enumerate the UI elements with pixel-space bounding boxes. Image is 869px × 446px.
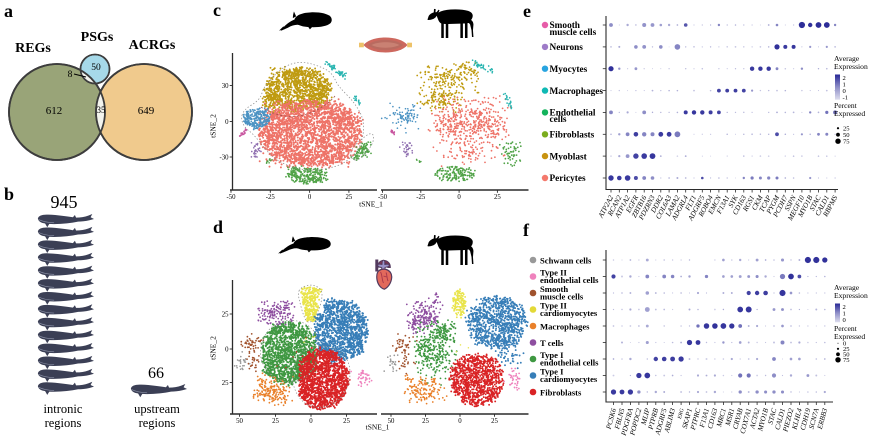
svg-text:75: 75 — [843, 357, 850, 364]
svg-text:Myocytes: Myocytes — [550, 65, 588, 75]
svg-text:-25: -25 — [416, 194, 426, 201]
svg-text:1: 1 — [843, 311, 846, 318]
svg-text:8: 8 — [68, 70, 73, 80]
svg-text:muscle cells: muscle cells — [550, 28, 597, 38]
svg-text:REGs: REGs — [15, 41, 51, 56]
svg-text:25: 25 — [491, 418, 498, 425]
svg-text:25: 25 — [422, 418, 429, 425]
svg-text:muscle cells: muscle cells — [540, 291, 584, 301]
svg-text:endothelial cells: endothelial cells — [540, 275, 599, 285]
svg-text:Neurons: Neurons — [550, 43, 584, 53]
svg-text:-30: -30 — [219, 154, 229, 161]
svg-text:Expression: Expression — [834, 62, 868, 71]
svg-text:Myoblast: Myoblast — [550, 152, 588, 162]
svg-text:tSNE_2: tSNE_2 — [209, 114, 218, 138]
svg-text:-1: -1 — [843, 94, 849, 101]
svg-text:Type II: Type II — [540, 301, 567, 311]
svg-text:612: 612 — [46, 105, 63, 117]
svg-text:Macrophages: Macrophages — [540, 321, 590, 331]
svg-text:0: 0 — [308, 194, 312, 201]
svg-text:Schwann cells: Schwann cells — [540, 255, 592, 265]
svg-text:Expressed: Expressed — [834, 109, 865, 118]
svg-text:-50: -50 — [226, 194, 236, 201]
svg-text:25: 25 — [843, 125, 850, 132]
svg-text:Type I: Type I — [540, 367, 564, 377]
svg-text:25: 25 — [222, 311, 229, 318]
svg-text:Percent: Percent — [834, 101, 858, 110]
svg-text:upstream: upstream — [134, 402, 180, 416]
svg-text:0: 0 — [843, 341, 847, 348]
svg-text:25: 25 — [222, 380, 229, 387]
svg-text:1: 1 — [843, 82, 846, 89]
svg-text:25: 25 — [272, 418, 279, 425]
svg-text:30: 30 — [222, 83, 229, 90]
svg-text:Fibroblasts: Fibroblasts — [540, 387, 582, 397]
svg-text:STAC: STAC — [766, 407, 778, 425]
svg-text:ERG: ERG — [677, 408, 686, 421]
svg-text:Average: Average — [834, 283, 860, 292]
svg-text:75: 75 — [843, 138, 850, 145]
svg-text:Type I: Type I — [540, 350, 564, 360]
svg-text:50: 50 — [843, 132, 850, 139]
svg-text:endothelial cells: endothelial cells — [540, 357, 599, 367]
svg-text:b: b — [4, 184, 14, 204]
svg-text:tSNE_1: tSNE_1 — [359, 200, 383, 209]
svg-text:945: 945 — [51, 192, 78, 212]
svg-text:regions: regions — [139, 416, 176, 430]
svg-text:c: c — [213, 0, 221, 20]
svg-text:cardiomyocytes: cardiomyocytes — [540, 308, 598, 318]
svg-text:Expressed: Expressed — [834, 332, 865, 341]
svg-text:Smooth: Smooth — [550, 21, 581, 31]
svg-text:e: e — [523, 1, 531, 21]
svg-text:25: 25 — [343, 418, 350, 425]
svg-text:50: 50 — [236, 418, 243, 425]
svg-text:Average: Average — [834, 54, 860, 63]
svg-text:50: 50 — [388, 418, 395, 425]
svg-text:T cells: T cells — [540, 338, 564, 348]
svg-text:-50: -50 — [378, 194, 388, 201]
svg-text:0: 0 — [225, 119, 229, 126]
svg-text:tSNE_1: tSNE_1 — [366, 423, 390, 432]
svg-text:Pericytes: Pericytes — [550, 174, 587, 184]
svg-text:25: 25 — [346, 194, 353, 201]
svg-text:0: 0 — [225, 346, 229, 353]
svg-text:0: 0 — [843, 88, 847, 95]
svg-text:649: 649 — [138, 105, 155, 117]
svg-text:2: 2 — [843, 75, 846, 82]
svg-text:tSNE_2: tSNE_2 — [209, 336, 218, 360]
svg-text:Endothelial: Endothelial — [550, 109, 596, 119]
svg-text:0: 0 — [458, 418, 462, 425]
svg-text:66: 66 — [148, 365, 164, 382]
svg-text:a: a — [4, 1, 13, 21]
svg-text:-25: -25 — [266, 194, 276, 201]
svg-text:50: 50 — [843, 352, 850, 359]
svg-text:0: 0 — [457, 194, 461, 201]
svg-text:25: 25 — [843, 346, 850, 353]
svg-text:ACRGs: ACRGs — [129, 38, 176, 53]
svg-text:Fibroblasts: Fibroblasts — [550, 131, 595, 141]
svg-text:cells: cells — [550, 115, 567, 125]
svg-text:cardiomyocytes: cardiomyocytes — [540, 374, 598, 384]
svg-text:35: 35 — [97, 105, 107, 115]
svg-text:50: 50 — [91, 63, 101, 73]
svg-text:Smooth: Smooth — [540, 284, 568, 294]
svg-text:f: f — [523, 220, 530, 240]
svg-text:regions: regions — [45, 416, 82, 430]
svg-text:Percent: Percent — [834, 324, 858, 333]
svg-text:PSGs: PSGs — [81, 30, 114, 45]
svg-text:Type II: Type II — [540, 268, 567, 278]
svg-text:0: 0 — [309, 418, 313, 425]
svg-text:2: 2 — [843, 304, 846, 311]
svg-text:Macrophages: Macrophages — [550, 87, 604, 97]
svg-text:Expression: Expression — [834, 291, 868, 300]
svg-text:intronic: intronic — [44, 402, 83, 416]
svg-text:0: 0 — [843, 317, 847, 324]
svg-text:d: d — [213, 217, 223, 237]
svg-text:25: 25 — [494, 194, 501, 201]
